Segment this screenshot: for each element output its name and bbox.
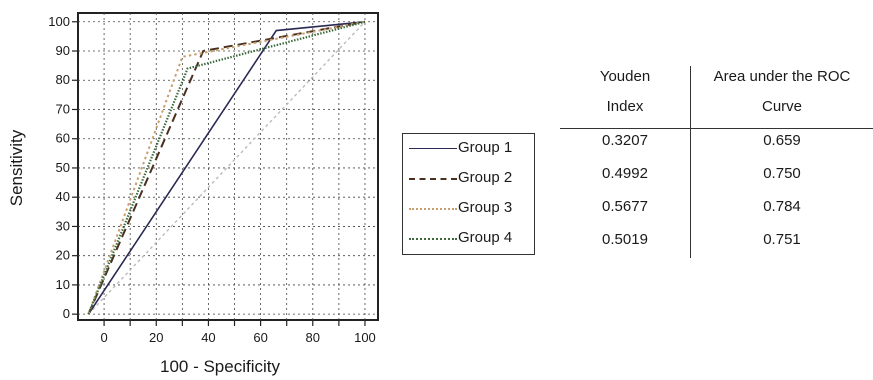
y-tick-label: 80 xyxy=(56,72,70,87)
plot-frame xyxy=(77,12,379,321)
legend-label: Group 4 xyxy=(458,229,513,246)
series-line-group-1 xyxy=(87,20,366,315)
y-tick-label: 0 xyxy=(63,306,70,321)
series-line-group-3 xyxy=(87,20,366,315)
auc-value: 0.751 xyxy=(763,231,801,248)
x-tick-label: 80 xyxy=(306,330,320,345)
header-youden-line2: Index xyxy=(606,98,644,115)
column-divider xyxy=(690,66,691,258)
y-tick-label: 90 xyxy=(56,43,70,58)
y-tick-label: 10 xyxy=(56,277,70,292)
header-auc-line1: Area under the ROC xyxy=(713,68,851,85)
y-tick-label: 70 xyxy=(56,101,70,116)
youden-value: 0.5019 xyxy=(602,231,648,248)
legend-item-group-4: Group 4 xyxy=(403,227,536,249)
x-tick-label: 100 xyxy=(354,330,376,345)
y-tick-label: 20 xyxy=(56,248,70,263)
header-auc-line2: Curve xyxy=(761,98,802,115)
youden-value: 0.3207 xyxy=(602,132,648,149)
legend-item-group-1: Group 1 xyxy=(403,137,536,159)
legend-label: Group 1 xyxy=(458,139,513,156)
y-tick-label: 60 xyxy=(56,131,70,146)
header-auc: Area under the ROC Curve xyxy=(691,66,873,118)
legend-swatch xyxy=(409,238,457,240)
legend-label: Group 3 xyxy=(458,199,513,216)
axis-ticks: 0 20 40 60 80 100 0 10 20 30 40 50 60 70 80 90 100 xyxy=(48,14,376,345)
auc-value: 0.659 xyxy=(763,132,801,149)
legend-swatch xyxy=(409,178,457,180)
y-tick-label: 50 xyxy=(56,160,70,175)
x-tick-label: 60 xyxy=(253,330,267,345)
header-youden-line1: Youden xyxy=(599,68,651,85)
youden-value: 0.5677 xyxy=(602,198,648,215)
reference-line xyxy=(87,21,366,315)
header-youden: Youden Index xyxy=(560,66,690,118)
legend-label: Group 2 xyxy=(458,169,513,186)
series-lines xyxy=(87,20,366,315)
y-tick-label: 40 xyxy=(56,189,70,204)
y-axis-title: Sensitivity xyxy=(7,129,26,206)
x-tick-label: 0 xyxy=(100,330,107,345)
stats-table: Youden Index Area under the ROC Curve 0.… xyxy=(560,62,873,262)
auc-value: 0.784 xyxy=(763,198,801,215)
legend-swatch xyxy=(409,208,457,210)
grid xyxy=(78,13,378,320)
x-tick-label: 20 xyxy=(149,330,163,345)
series-line-group-4 xyxy=(87,20,366,315)
y-tick-label: 30 xyxy=(56,218,70,233)
header-divider xyxy=(560,128,873,129)
x-axis-title: 100 - Specificity xyxy=(160,357,280,376)
x-tick-label: 40 xyxy=(201,330,215,345)
reference-diagonal xyxy=(87,21,366,315)
youden-value: 0.4992 xyxy=(602,165,648,182)
roc-chart: 0 20 40 60 80 100 0 10 20 30 40 50 60 70 80 90 100 Sensi… xyxy=(7,12,379,376)
series-line-group-2 xyxy=(87,20,366,315)
legend: Group 1 Group 2 Group 3 Group 4 xyxy=(402,133,535,255)
legend-item-group-2: Group 2 xyxy=(403,167,536,189)
legend-item-group-3: Group 3 xyxy=(403,197,536,219)
y-tick-label: 100 xyxy=(48,14,70,29)
auc-value: 0.750 xyxy=(763,165,801,182)
legend-swatch xyxy=(409,148,457,149)
